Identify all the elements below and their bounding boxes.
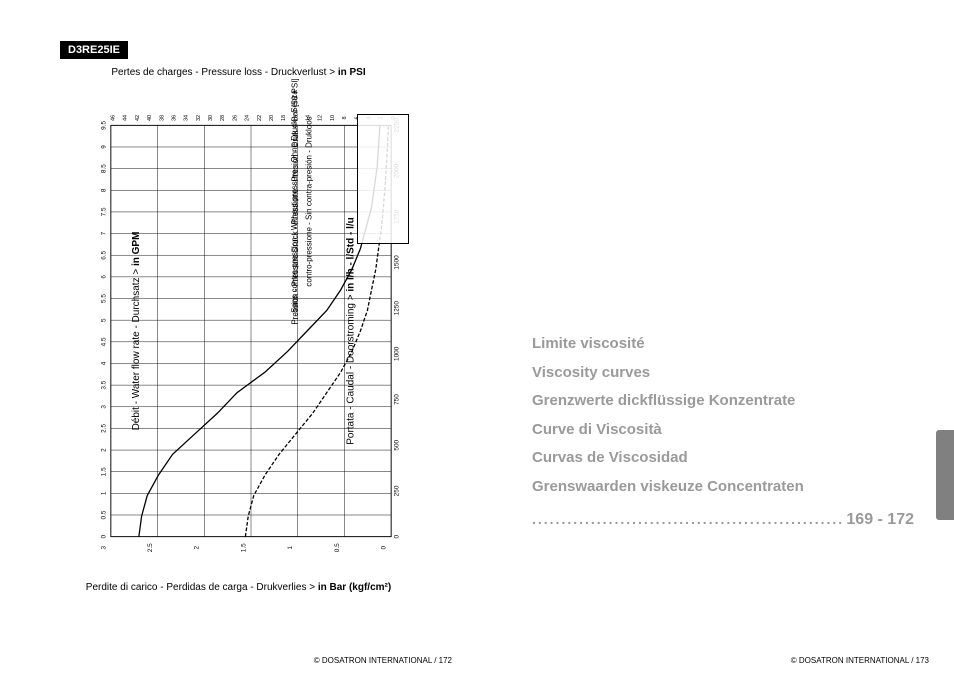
- viscosity-section: Limite viscositéViscosity curvesGrenzwer…: [532, 330, 914, 529]
- model-badge: D3RE25IE: [60, 41, 128, 59]
- svg-text:1: 1: [287, 546, 294, 550]
- svg-text:0.5: 0.5: [334, 543, 341, 552]
- svg-text:5: 5: [100, 318, 107, 322]
- chart-wrap: Débit - Water flow rate - Durchsatz > in…: [85, 86, 417, 576]
- svg-text:2: 2: [100, 448, 107, 452]
- svg-text:1250: 1250: [394, 301, 401, 316]
- svg-text:3: 3: [100, 546, 107, 550]
- svg-text:42: 42: [135, 115, 141, 121]
- bottom-axis-label: Perdite di carico - Perdidas de carga - …: [20, 582, 457, 593]
- legend-line-3: contro-pressione - Sin contra-presión - …: [304, 116, 313, 286]
- svg-text:9.5: 9.5: [100, 120, 107, 129]
- bottom-axis-unit: in Bar (kgf/cm²): [318, 582, 391, 593]
- page-range: 169 - 172: [842, 511, 914, 529]
- right-page: Limite viscositéViscosity curvesGrenzwer…: [477, 0, 954, 683]
- page-container: D3RE25IE Pertes de charges - Pressure lo…: [0, 0, 954, 683]
- svg-text:8.5: 8.5: [100, 164, 107, 173]
- svg-text:12: 12: [318, 115, 324, 121]
- svg-text:1000: 1000: [394, 346, 401, 361]
- viscosity-title-2: Grenzwerte dickflüssige Konzentrate: [532, 387, 914, 416]
- svg-text:3.5: 3.5: [100, 380, 107, 389]
- viscosity-title-4: Curvas de Viscosidad: [532, 444, 914, 473]
- svg-text:1: 1: [100, 491, 107, 495]
- right-axis-label: Portata - Caudal - Doorstroming > in l/h…: [346, 217, 357, 445]
- page-range-line: ........................................…: [532, 511, 914, 529]
- side-tab: [936, 430, 954, 520]
- svg-text:2.5: 2.5: [147, 543, 154, 552]
- svg-text:1.5: 1.5: [240, 543, 247, 552]
- legend-line-2: Sans contre-pression - Without pressure …: [290, 90, 299, 313]
- svg-text:28: 28: [220, 115, 226, 121]
- legend-box: Pression - Pressure Druck - Pressione - …: [357, 114, 409, 244]
- svg-text:40: 40: [147, 115, 153, 121]
- svg-text:26: 26: [232, 115, 238, 121]
- svg-text:4: 4: [100, 361, 107, 365]
- svg-text:9: 9: [100, 145, 107, 149]
- svg-text:2.5: 2.5: [100, 424, 107, 433]
- viscosity-title-0: Limite viscosité: [532, 330, 914, 359]
- viscosity-title-5: Grenswaarden viskeuze Concentraten: [532, 473, 914, 502]
- svg-text:46: 46: [111, 115, 117, 121]
- svg-text:5.5: 5.5: [100, 294, 107, 303]
- svg-text:0: 0: [381, 546, 388, 550]
- svg-text:4.5: 4.5: [100, 337, 107, 346]
- right-axis-unit: in l/h - l/Std - l/u: [346, 217, 357, 291]
- svg-text:7: 7: [100, 231, 107, 235]
- svg-text:20: 20: [269, 115, 275, 121]
- svg-text:32: 32: [196, 115, 202, 121]
- left-axis-text: Débit - Water flow rate - Durchsatz >: [131, 269, 142, 431]
- dots-leader: ........................................…: [532, 511, 842, 527]
- svg-text:2: 2: [194, 546, 201, 550]
- svg-text:24: 24: [245, 115, 251, 121]
- svg-text:34: 34: [184, 115, 190, 121]
- svg-text:0: 0: [394, 534, 401, 538]
- svg-text:36: 36: [171, 115, 177, 121]
- svg-text:22: 22: [257, 115, 263, 121]
- svg-text:18: 18: [281, 115, 287, 121]
- svg-text:250: 250: [394, 485, 401, 496]
- svg-text:1500: 1500: [394, 255, 401, 270]
- svg-text:0: 0: [100, 534, 107, 538]
- left-page: D3RE25IE Pertes de charges - Pressure lo…: [0, 0, 477, 683]
- footer-right: © DOSATRON INTERNATIONAL / 173: [791, 656, 929, 665]
- viscosity-titles: Limite viscositéViscosity curvesGrenzwer…: [532, 330, 914, 501]
- svg-text:38: 38: [159, 115, 165, 121]
- svg-text:6: 6: [100, 275, 107, 279]
- svg-text:3: 3: [100, 405, 107, 409]
- right-axis-text: Portata - Caudal - Doorstroming >: [346, 294, 357, 444]
- left-axis-unit: in GPM: [131, 232, 142, 266]
- left-axis-label: Débit - Water flow rate - Durchsatz > in…: [131, 232, 142, 431]
- svg-text:8: 8: [100, 188, 107, 192]
- bottom-axis-text: Perdite di carico - Perdidas de carga - …: [86, 582, 315, 593]
- viscosity-title-3: Curve di Viscosità: [532, 416, 914, 445]
- svg-text:8: 8: [342, 116, 348, 119]
- top-axis-text: Pertes de charges - Pressure loss - Druc…: [111, 67, 335, 78]
- top-axis-unit: in PSI: [338, 67, 366, 78]
- svg-text:0.5: 0.5: [100, 510, 107, 519]
- top-axis-label: Pertes de charges - Pressure loss - Druc…: [20, 67, 457, 78]
- footer-left: © DOSATRON INTERNATIONAL / 172: [314, 656, 452, 665]
- viscosity-title-1: Viscosity curves: [532, 359, 914, 388]
- svg-text:44: 44: [123, 115, 129, 121]
- svg-text:750: 750: [394, 394, 401, 405]
- svg-text:1.5: 1.5: [100, 467, 107, 476]
- svg-text:30: 30: [208, 115, 214, 121]
- svg-text:10: 10: [330, 115, 336, 121]
- svg-text:6.5: 6.5: [100, 250, 107, 259]
- svg-text:7.5: 7.5: [100, 207, 107, 216]
- svg-text:500: 500: [394, 439, 401, 450]
